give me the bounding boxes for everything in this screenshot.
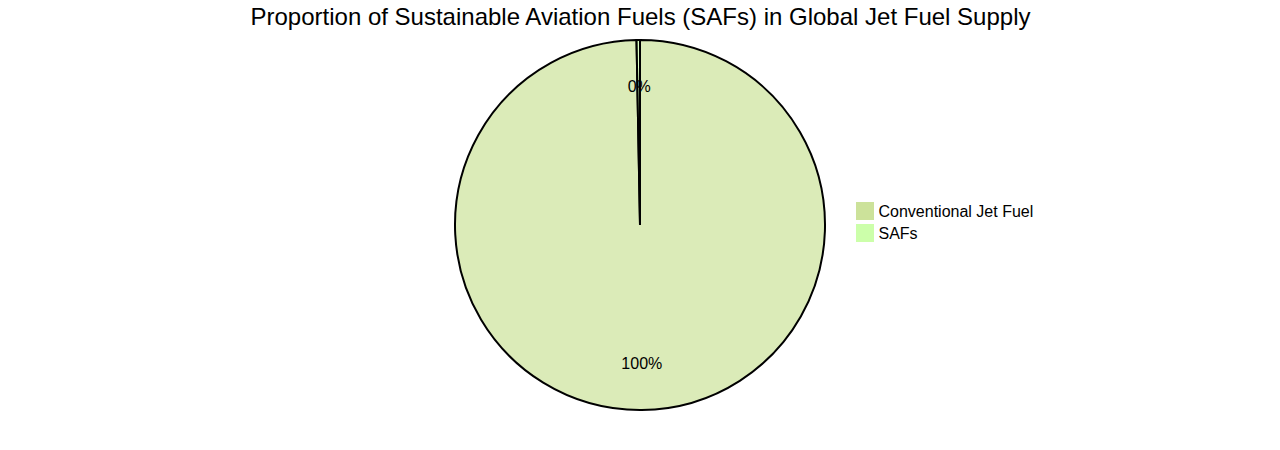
svg-text:Proportion of Sustainable Avia: Proportion of Sustainable Aviation Fuels… (251, 3, 1031, 30)
svg-text:100%: 100% (621, 355, 662, 372)
svg-text:SAFs: SAFs (879, 225, 918, 242)
svg-text:Conventional Jet Fuel: Conventional Jet Fuel (879, 203, 1034, 220)
svg-text:0%: 0% (628, 78, 651, 95)
